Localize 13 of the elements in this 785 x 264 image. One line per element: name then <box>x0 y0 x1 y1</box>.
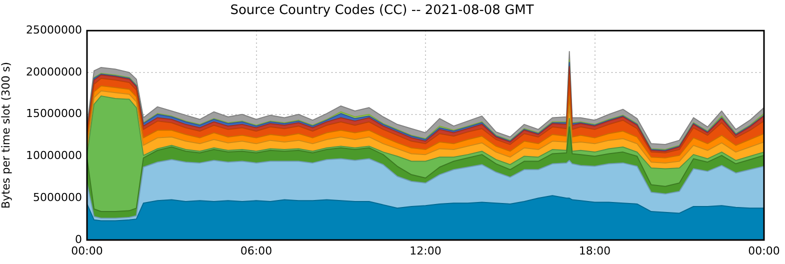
y-tick-label: 0 <box>75 232 82 246</box>
y-tick-label: 20000000 <box>26 65 82 78</box>
y-tick-label: 25000000 <box>26 23 82 36</box>
x-tick-label: 06:00 <box>240 244 272 258</box>
x-tick-label: 00:00 <box>748 244 780 258</box>
y-tick-label: 15000000 <box>26 107 82 120</box>
chart-title: Source Country Codes (CC) -- 2021-08-08 GMT <box>230 3 534 18</box>
x-tick-label: 00:00 <box>71 244 103 258</box>
x-tick-label: 18:00 <box>578 244 611 258</box>
x-tick-label: 12:00 <box>410 244 442 258</box>
y-axis-title: Bytes per time slot (300 s) <box>0 62 12 209</box>
y-tick-label: 5000000 <box>33 190 82 204</box>
y-tick-label: 10000000 <box>26 149 82 162</box>
